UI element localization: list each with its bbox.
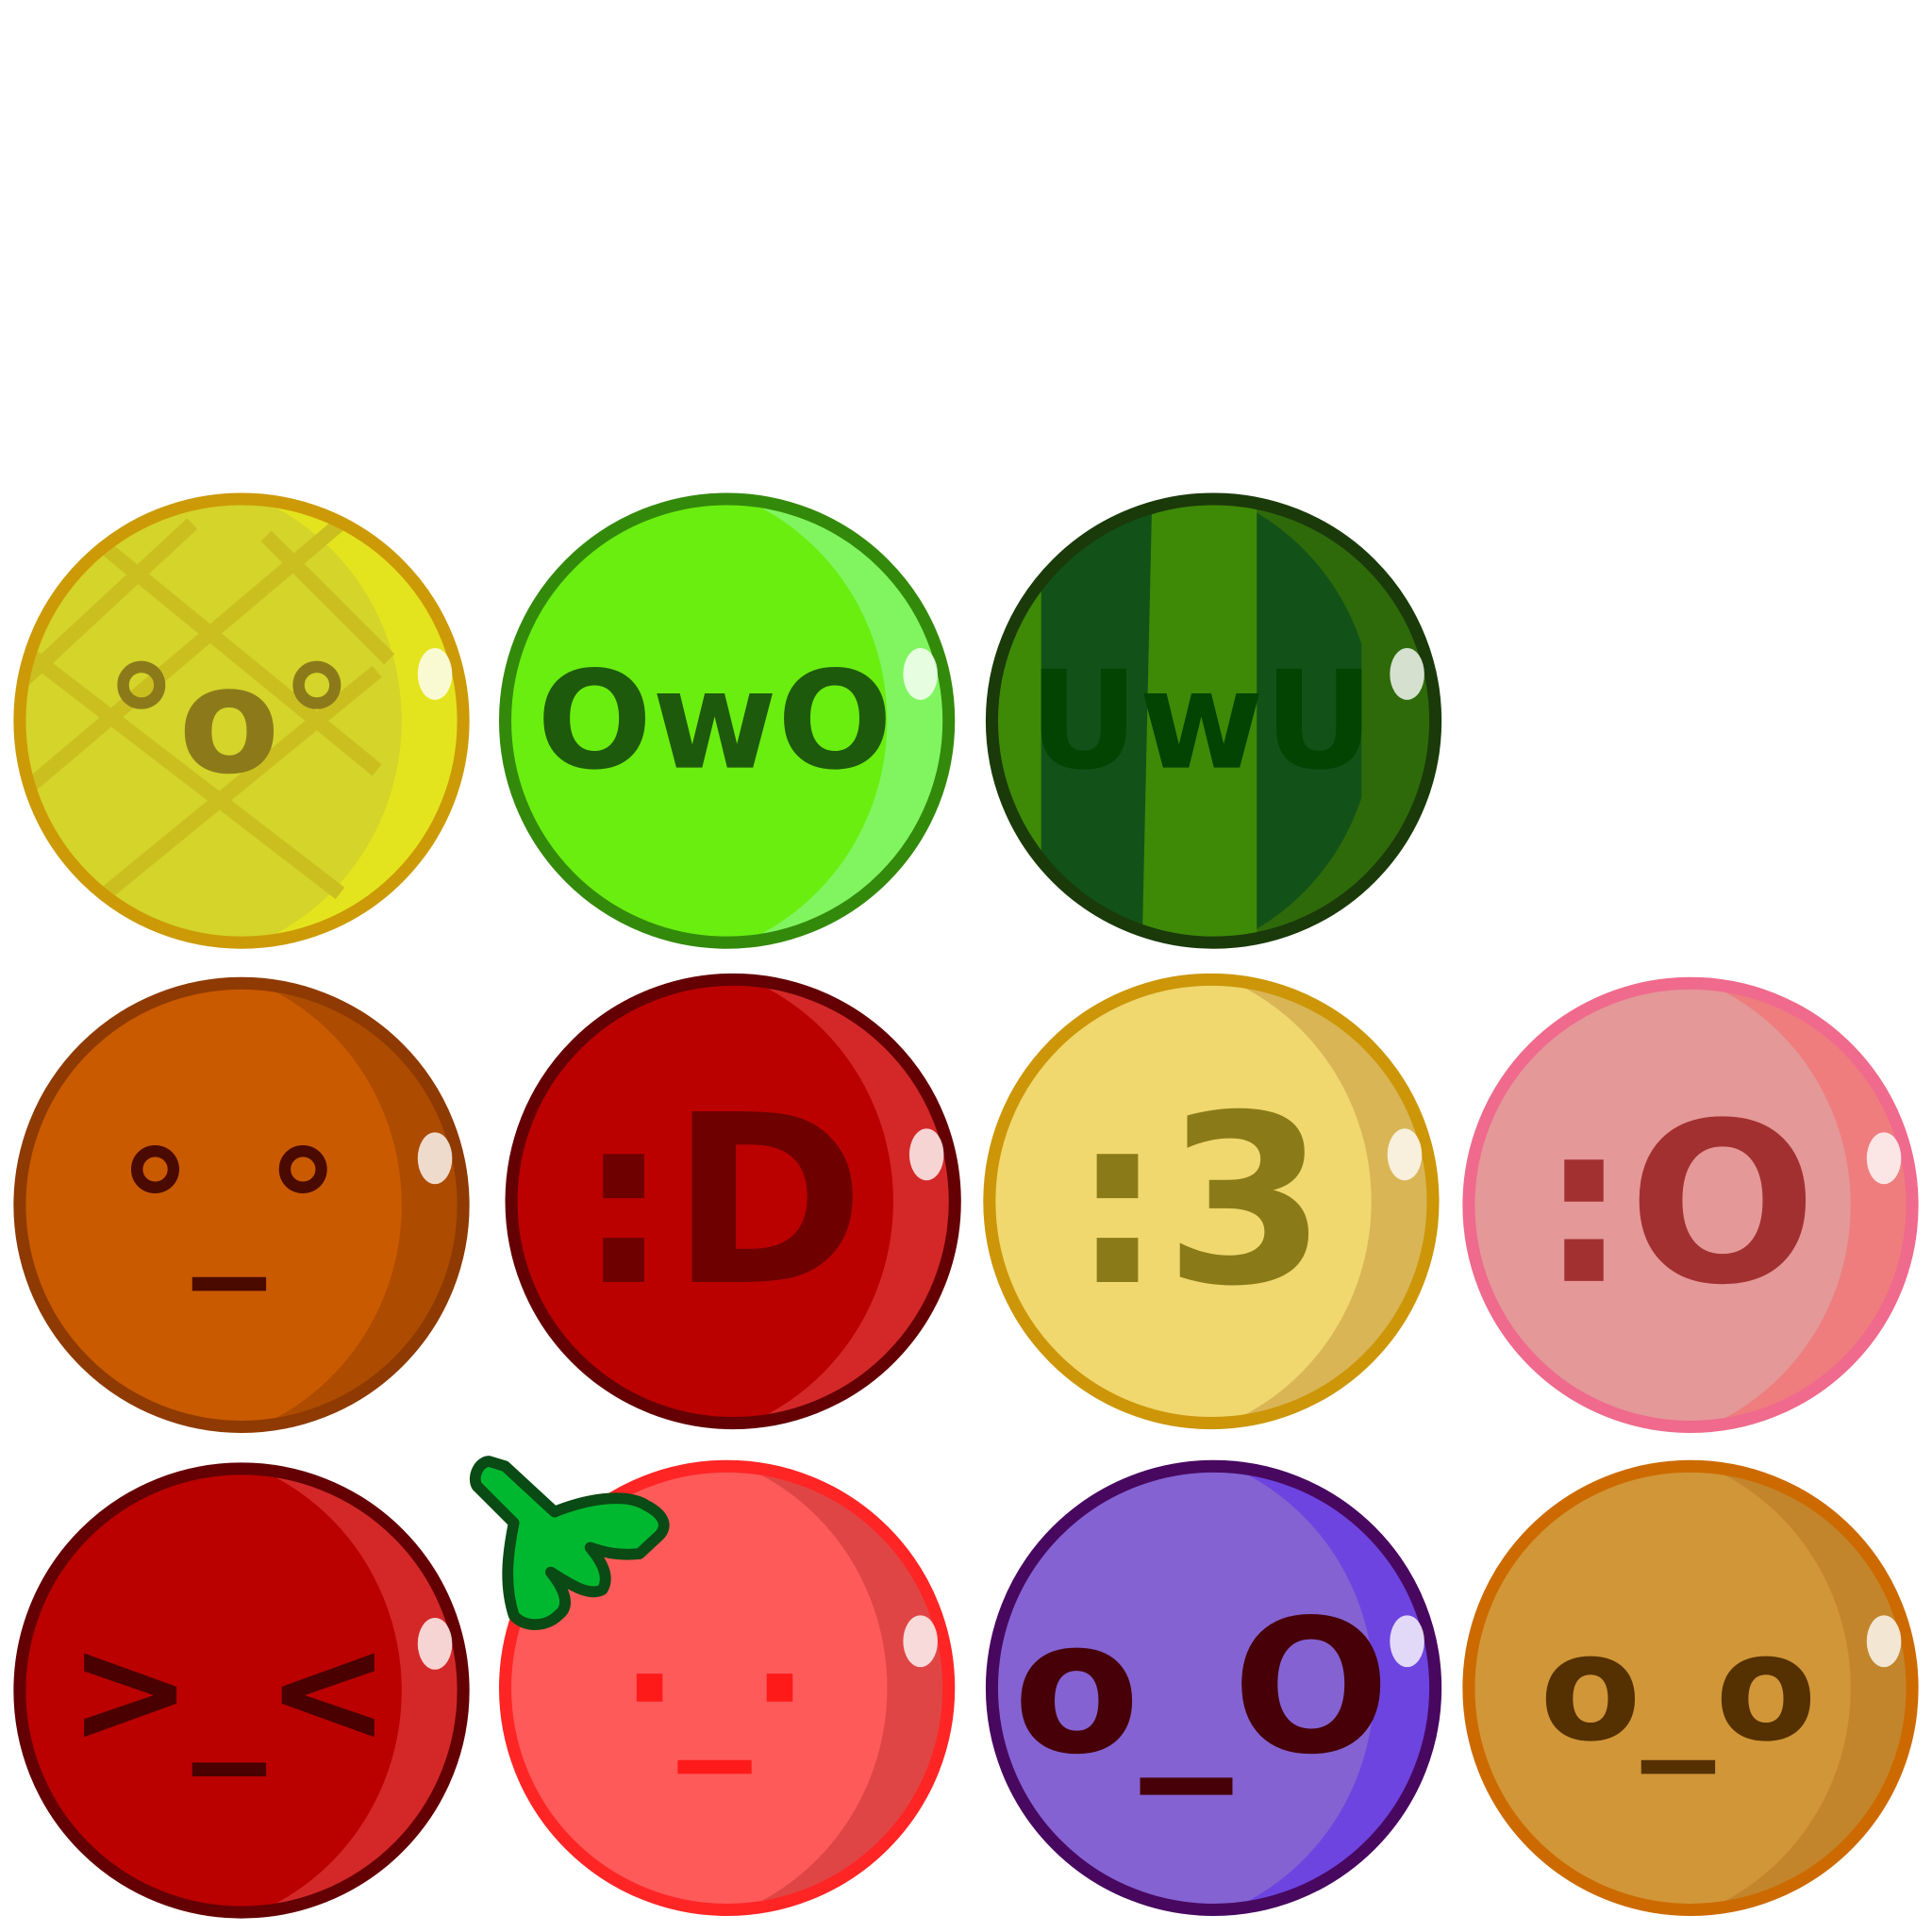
fruit: :D [505,973,961,1430]
outline [13,976,470,1434]
highlight [903,1615,938,1668]
outline [498,492,956,949]
outline [505,973,961,1430]
highlight [908,1128,944,1181]
fruit: :3 [983,973,1440,1430]
face: :D [576,1065,864,1338]
net [260,530,395,665]
face: °o° [105,635,354,807]
highlight [903,648,938,700]
net [19,518,198,690]
highlight [1866,1132,1902,1185]
highlight [1866,1615,1902,1668]
outline [983,973,1440,1430]
outline [13,1462,470,1919]
net [19,518,345,801]
fruit: ·_· [469,1456,956,1917]
fruit: UwU [985,492,1442,949]
leaf [469,1456,670,1630]
net [101,665,382,900]
outline [985,492,1442,949]
face: :3 [1071,1065,1327,1338]
outline [13,492,470,949]
face: o_o [1540,1602,1817,1774]
net [101,542,382,776]
highlight [1387,1128,1423,1181]
face: :O [1540,1076,1817,1334]
face: ·_· [622,1602,808,1774]
fruit: o_o [1462,1459,1919,1917]
highlight [1390,1615,1424,1668]
fruit: OwO [498,492,956,949]
outline [1462,976,1919,1434]
fruit: °_° [13,976,470,1434]
face: >_< [68,1605,390,1776]
fruit: °o° [13,492,470,949]
outline [498,1459,956,1917]
fruit: :O [1462,976,1919,1434]
face: UwU [1028,642,1374,800]
outline [985,1459,1442,1917]
face: o_O [1013,1580,1390,1795]
face: °_° [118,1119,340,1291]
highlight [417,1132,453,1185]
stripe [1141,498,1257,943]
net [19,641,345,900]
face: OwO [537,642,892,800]
fruit: >_< [13,1462,470,1919]
highlight [1390,648,1424,700]
highlight [417,648,453,700]
highlight [417,1617,453,1670]
outline [1462,1459,1919,1917]
fruit: o_O [985,1459,1442,1917]
